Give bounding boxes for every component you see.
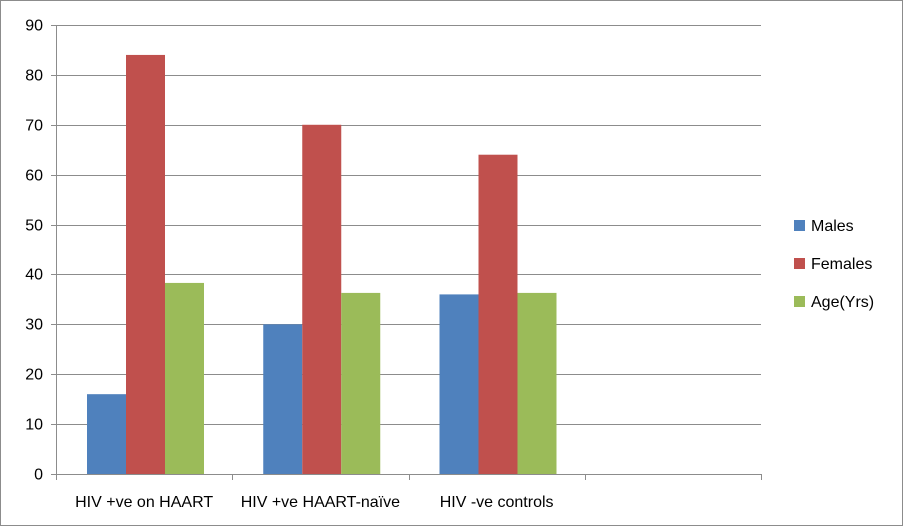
x-category-label: HIV -ve controls: [440, 494, 554, 511]
y-tick-label: 60: [25, 168, 43, 185]
axes: [51, 25, 762, 480]
legend-entry: Males: [811, 218, 854, 235]
legend: Males Females Age(Yrs): [794, 218, 874, 311]
bar-females-1: [302, 124, 342, 475]
y-tick-label: 50: [25, 218, 43, 235]
y-tick-label: 10: [25, 417, 43, 434]
y-tick-label: 0: [34, 467, 43, 484]
bar-males-2: [439, 294, 479, 474]
x-category-label: HIV +ve HAART-naïve: [241, 494, 400, 511]
legend-entry: Females: [811, 256, 872, 273]
x-axis-category-labels: HIV +ve on HAART HIV +ve HAART-naïve HIV -…: [75, 494, 553, 511]
y-tick-label: 30: [25, 317, 43, 334]
y-tick-label: 20: [25, 367, 43, 384]
bar-age-yrs-2: [517, 292, 557, 474]
bar-females-0: [126, 54, 165, 474]
legend-entry: Age(Yrs): [811, 294, 874, 311]
x-category-label: HIV +ve on HAART: [75, 494, 213, 511]
bars: [87, 54, 557, 475]
bar-males-0: [87, 394, 126, 474]
bar-males-1: [263, 324, 303, 474]
legend-swatch: [794, 220, 805, 231]
legend-swatch: [794, 296, 805, 307]
y-tick-label: 90: [25, 18, 43, 35]
bar-age-yrs-0: [165, 282, 204, 474]
bar-age-yrs-1: [341, 292, 381, 474]
legend-swatch: [794, 258, 805, 269]
y-tick-label: 70: [25, 118, 43, 135]
bar-females-2: [478, 154, 518, 474]
y-tick-label: 40: [25, 267, 43, 284]
y-axis-tick-labels: 0 10 20 30 40 50 60 70 80 90: [25, 18, 43, 484]
y-tick-label: 80: [25, 68, 43, 85]
